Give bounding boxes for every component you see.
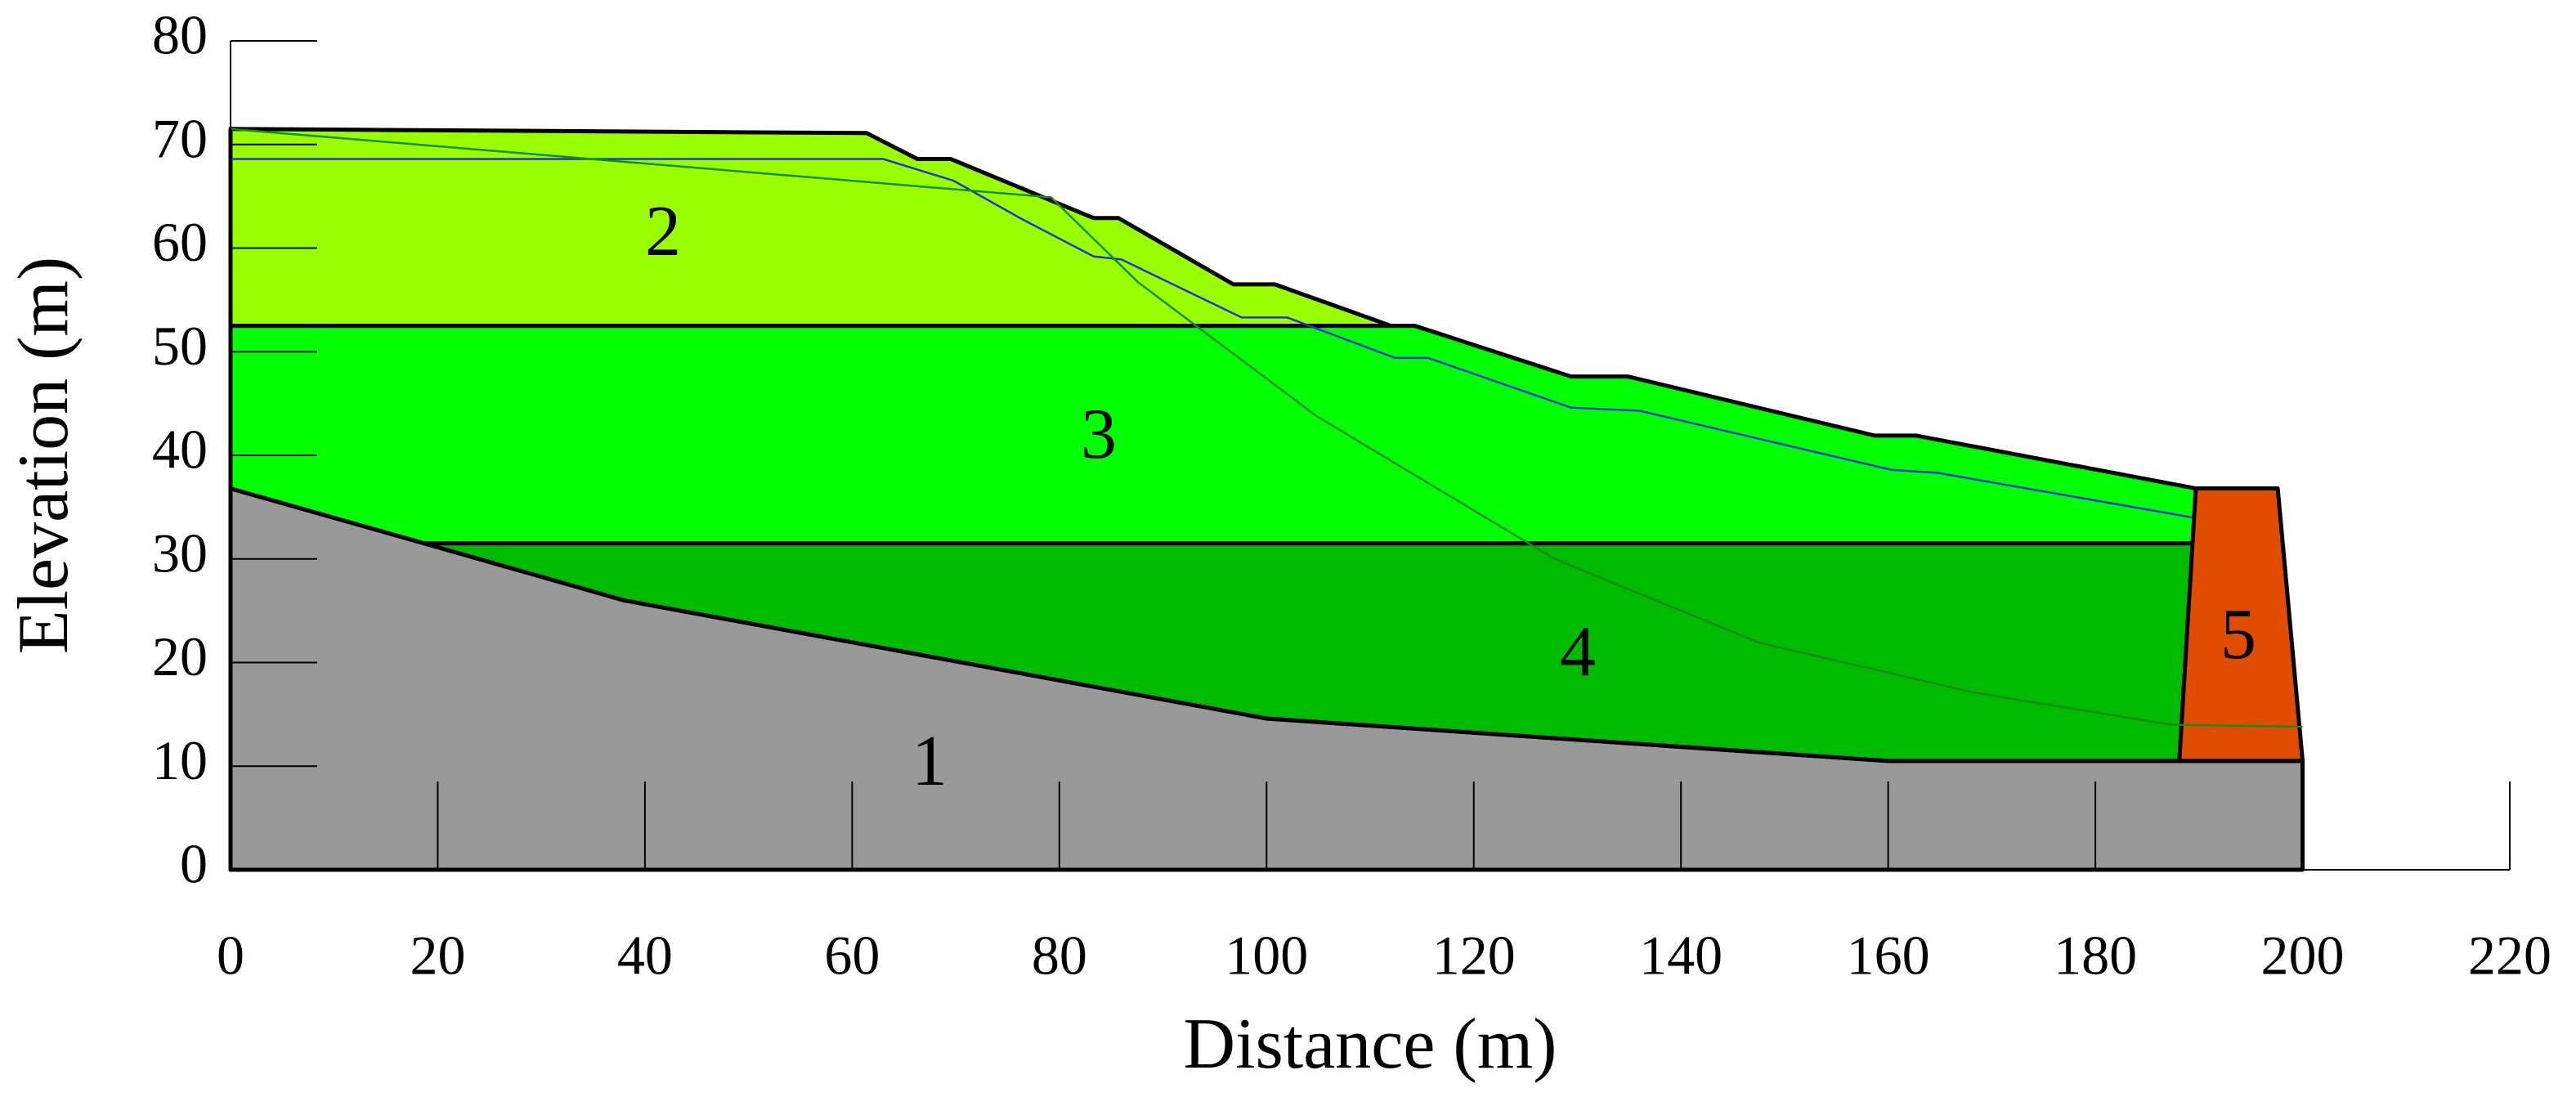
soil-region <box>2177 486 2305 763</box>
x-tick-label: 60 <box>824 925 880 987</box>
y-tick-label: 70 <box>152 107 208 169</box>
y-axis-title: Elevation (m) <box>4 257 83 654</box>
x-tick-label: 40 <box>617 925 673 987</box>
x-tick-label: 180 <box>2054 925 2137 987</box>
y-tick-label: 80 <box>152 4 208 66</box>
x-tick-label: 120 <box>1432 925 1516 987</box>
x-tick-label: 200 <box>2261 925 2345 987</box>
soil-region <box>228 127 1393 329</box>
y-tick-label: 10 <box>152 729 208 791</box>
profile-line <box>231 158 2193 519</box>
profile-line <box>230 128 2303 728</box>
region-label: 1 <box>912 722 948 801</box>
x-tick-label: 160 <box>1847 925 1930 987</box>
x-tick-label: 80 <box>1032 925 1087 987</box>
region-label: 4 <box>1560 612 1596 692</box>
x-axis-title: Distance (m) <box>1184 1005 1557 1084</box>
x-tick-label: 20 <box>410 925 465 987</box>
x-tick-label: 140 <box>1639 925 1723 987</box>
y-tick-label: 40 <box>152 419 208 481</box>
y-tick-label: 60 <box>152 211 208 273</box>
x-tick-label: 100 <box>1225 925 1308 987</box>
y-tick-label: 50 <box>152 315 208 377</box>
x-tick-label: 0 <box>217 925 244 987</box>
y-tick-label: 0 <box>180 833 208 895</box>
region-label: 5 <box>2220 595 2256 674</box>
region-label: 3 <box>1081 395 1117 474</box>
region-label: 2 <box>645 192 681 271</box>
y-tick-label: 30 <box>152 522 208 584</box>
soil-region <box>228 324 2198 546</box>
x-tick-label: 220 <box>2468 925 2551 987</box>
y-tick-label: 20 <box>152 625 208 687</box>
